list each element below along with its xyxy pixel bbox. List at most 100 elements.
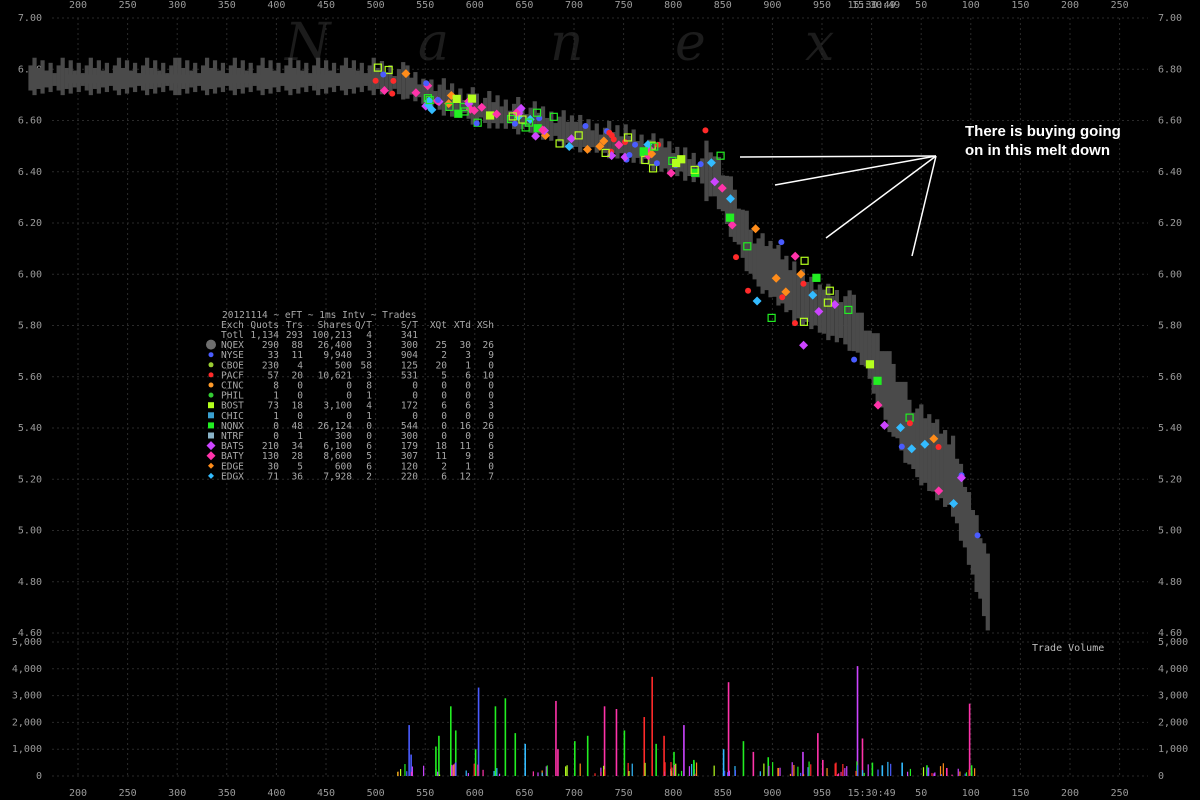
- annotation-line: [911, 155, 937, 257]
- trade-marker: [639, 147, 648, 156]
- volume-bar: [928, 767, 930, 776]
- trade-marker: [956, 473, 966, 483]
- x-axis-top: 200 250 300 350 400 450 500 550 600 650 700 750 800 8…: [69, 0, 1129, 11]
- trade-marker: [582, 144, 592, 154]
- stats-cell: EDGE: [221, 461, 244, 472]
- price-band-segment: [764, 246, 769, 291]
- legend-marker: [208, 392, 214, 398]
- volume-bar: [586, 735, 589, 776]
- volume-bar: [728, 770, 730, 776]
- x-tick-label: 250: [1111, 788, 1129, 799]
- price-band-segment: [181, 67, 186, 89]
- volume-tick-label: 2,000: [1158, 717, 1188, 728]
- volume-bar: [934, 772, 936, 776]
- price-band-segment: [867, 330, 872, 379]
- stats-cell: 293: [286, 330, 303, 341]
- trade-marker: [844, 305, 853, 315]
- trade-marker: [771, 273, 781, 283]
- price-tick-label: 5.40: [18, 423, 42, 434]
- watermark-letter: e: [675, 13, 706, 73]
- stats-cell: 34: [292, 441, 304, 452]
- price-band-segment: [927, 414, 932, 492]
- volume-bar: [844, 768, 846, 776]
- price-tick-label: 6.40: [18, 167, 42, 178]
- trade-marker: [790, 251, 800, 261]
- price-band-segment: [499, 106, 504, 124]
- stats-cell: 100,213: [312, 330, 352, 341]
- annotation: There is buying going on in this melt do…: [739, 123, 1121, 257]
- trade-marker: [477, 102, 487, 112]
- price-band-segment: [907, 399, 912, 465]
- volume-tick-label: 5,000: [1158, 637, 1188, 648]
- stats-column-header: Exch: [221, 320, 244, 331]
- stats-cell: 6: [488, 441, 494, 452]
- price-band-segment: [659, 138, 664, 172]
- price-tick-label: 6.00: [18, 269, 42, 280]
- stats-cell: 0: [412, 381, 418, 392]
- price-band-segment: [56, 65, 61, 91]
- price-band-segment: [716, 156, 722, 210]
- trade-marker: [599, 136, 609, 146]
- price-band-segment: [474, 93, 479, 123]
- trade-marker: [452, 94, 461, 104]
- price-band-segment: [772, 248, 777, 297]
- x-tick-label: 15:30:49: [848, 788, 896, 799]
- x-tick-label: 950: [813, 0, 831, 11]
- stats-cell: 0: [366, 421, 372, 432]
- price-band-segment: [36, 67, 41, 89]
- volume-bar: [594, 773, 596, 776]
- price-band-segment: [574, 121, 579, 147]
- volume-bar: [675, 763, 677, 776]
- trade-marker: [653, 160, 660, 167]
- volume-bars: [397, 666, 976, 776]
- trade-marker: [974, 532, 981, 539]
- price-band-segment: [679, 158, 684, 172]
- price-band-segment: [830, 295, 835, 336]
- volume-bar: [524, 743, 526, 776]
- price-band-segment: [177, 57, 182, 96]
- stats-cell: 6: [366, 461, 372, 472]
- price-band-segment: [915, 408, 920, 478]
- stats-cell: NQEX: [221, 340, 244, 351]
- price-band-segment: [343, 57, 349, 96]
- trade-marker: [706, 158, 716, 168]
- trade-markers: [372, 63, 981, 539]
- volume-bar: [566, 765, 568, 776]
- price-band-segment: [724, 175, 729, 225]
- volume-bar: [834, 763, 836, 776]
- volume-y-axis: 0 0 1,000 1,000 2,000 2,000 3,000 3,000 4,000 4,0…: [12, 637, 1188, 782]
- trade-marker: [532, 108, 542, 117]
- stats-cell: 904: [401, 350, 418, 361]
- volume-bar: [493, 770, 495, 776]
- volume-bar: [655, 743, 657, 776]
- volume-bar: [727, 682, 730, 776]
- trade-marker: [796, 269, 806, 279]
- volume-bar: [759, 771, 761, 776]
- volume-bar: [688, 766, 691, 776]
- x-tick-label: 150: [1011, 0, 1029, 11]
- volume-bar: [837, 774, 839, 776]
- trade-marker: [800, 256, 809, 265]
- volume-bar: [541, 772, 543, 776]
- stats-cell: 2: [366, 471, 372, 482]
- stats-cell: 26,400: [318, 340, 353, 351]
- price-band-segment: [503, 99, 508, 129]
- price-band-segment: [335, 73, 341, 86]
- stats-cell: 0: [465, 431, 471, 442]
- price-band-segment: [396, 69, 402, 95]
- trade-marker: [564, 141, 574, 151]
- trade-marker: [690, 165, 699, 175]
- stats-cell: CINC: [221, 381, 244, 392]
- volume-bar: [683, 725, 685, 776]
- trade-marker: [727, 220, 737, 230]
- volume-bar: [438, 735, 440, 776]
- price-band-segment: [169, 65, 174, 91]
- stats-cell: 25: [436, 340, 447, 351]
- stats-cell: 3: [488, 401, 494, 412]
- price-band-segment: [611, 132, 616, 154]
- price-tick-label: 6.40: [1158, 167, 1182, 178]
- price-band-segment: [594, 123, 599, 153]
- trade-marker: [716, 151, 725, 160]
- price-band-segment: [324, 60, 329, 94]
- x-tick-label: 450: [317, 0, 335, 11]
